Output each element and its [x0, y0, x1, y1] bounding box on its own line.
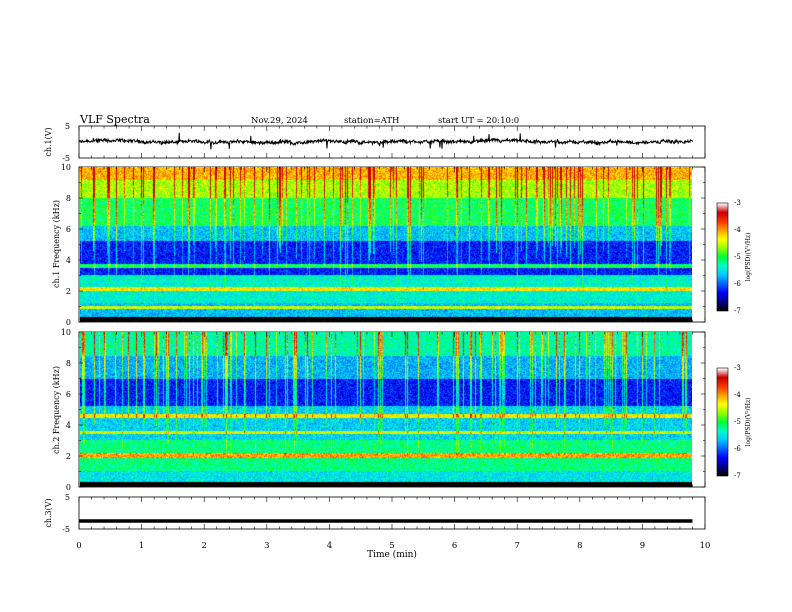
time-tick-label: 1 — [139, 541, 144, 551]
ch2-colorbar-label: log(PSD)(V²/Hz) — [745, 398, 752, 447]
ch1-freq-tick-6: 6 — [66, 225, 71, 234]
time-tick-label: 2 — [201, 541, 206, 551]
ch2-cbar-tick-4: -4 — [734, 391, 741, 399]
time-axis-tick-labels: 0 1 2 3 4 5 6 7 8 9 10 — [76, 541, 710, 551]
ch2-freq-tick-4: 4 — [66, 421, 71, 430]
ch2-freq-tick-8: 8 — [66, 359, 71, 368]
ch1-colorbar-frame — [716, 202, 729, 312]
ch1-freq-tick-8: 8 — [66, 194, 71, 203]
ch1-spectrogram-image — [80, 167, 692, 322]
ch1-cbar-tick-6: -6 — [734, 280, 741, 288]
ch2-freq-tick-10: 10 — [61, 328, 71, 337]
ch3-ytick-bottom: -5 — [62, 525, 70, 534]
ch2-spectrogram-image — [80, 332, 692, 487]
ch2-cbar-tick-6: -6 — [734, 445, 741, 453]
ch2-cbar-tick-3: -3 — [734, 364, 741, 372]
time-tick-label: 9 — [640, 541, 645, 551]
ch1-voltage-ylabel: ch.1(V) — [44, 127, 53, 156]
ch1-cbar-tick-5: -5 — [734, 253, 741, 261]
ch1-voltage-panel: 5 -5 ch.1(V) — [44, 122, 706, 163]
ch2-spectrogram-ticks — [78, 331, 706, 488]
ch1-freq-tick-0: 0 — [66, 318, 71, 327]
ch2-freq-tick-6: 6 — [66, 390, 71, 399]
ch3-ytick-top: 5 — [65, 493, 70, 502]
ch2-colorbar — [717, 368, 728, 476]
ch1-voltage-trace — [78, 132, 693, 150]
ch1-freq-tick-10: 10 — [61, 163, 71, 172]
time-tick-label: 6 — [452, 541, 457, 551]
time-tick-label: 0 — [76, 541, 81, 551]
ch1-ytick-bottom: -5 — [62, 154, 70, 163]
ch2-spectrogram-ylabel: ch.2 Frequency (kHz) — [52, 366, 61, 454]
ch2-cbar-tick-5: -5 — [734, 418, 741, 426]
ch1-freq-tick-4: 4 — [66, 256, 71, 265]
ch1-freq-tick-2: 2 — [66, 287, 71, 296]
time-tick-label: 5 — [389, 541, 394, 551]
ch1-spectrogram-panel: 0 2 4 6 8 10 ch.1 Frequency (kHz) -3 -4 … — [52, 163, 752, 327]
station-label: station=ATH — [344, 116, 399, 126]
ch1-voltage-ticks — [78, 126, 706, 158]
ch2-freq-tick-2: 2 — [66, 452, 71, 461]
time-tick-label: 3 — [264, 541, 269, 551]
ch2-colorbar-frame — [716, 367, 729, 477]
start-time-label: start UT = 20:10:0 — [438, 116, 519, 126]
figure-title: VLF Spectra — [79, 113, 150, 126]
ch1-cbar-tick-4: -4 — [734, 226, 741, 234]
ch1-spectrogram-ticks — [78, 166, 706, 323]
ch3-voltage-panel: 5 -5 ch.3(V) — [44, 493, 706, 534]
date-label: Nov.29, 2024 — [251, 116, 308, 126]
ch2-freq-tick-0: 0 — [66, 483, 71, 492]
time-tick-label: 8 — [577, 541, 582, 551]
ch1-cbar-tick-3: -3 — [734, 199, 741, 207]
ch1-colorbar — [717, 203, 728, 311]
ch2-spectrogram-panel: 0 2 4 6 8 10 ch.2 Frequency (kHz) -3 -4 … — [52, 328, 752, 492]
ch3-voltage-ticks — [78, 497, 706, 529]
time-tick-label: 4 — [327, 541, 332, 551]
ch1-colorbar-label: log(PSD)(V²/Hz) — [745, 233, 752, 282]
ch1-cbar-tick-7: -7 — [734, 307, 741, 315]
time-tick-label: 10 — [700, 541, 711, 551]
ch1-spectrogram-ylabel: ch.1 Frequency (kHz) — [52, 200, 61, 288]
ch1-ytick-top: 5 — [65, 122, 70, 131]
ch2-cbar-tick-7: -7 — [734, 472, 741, 480]
ch3-voltage-ylabel: ch.3(V) — [44, 498, 53, 527]
time-tick-label: 7 — [514, 541, 519, 551]
time-axis-label: Time (min) — [367, 549, 417, 560]
